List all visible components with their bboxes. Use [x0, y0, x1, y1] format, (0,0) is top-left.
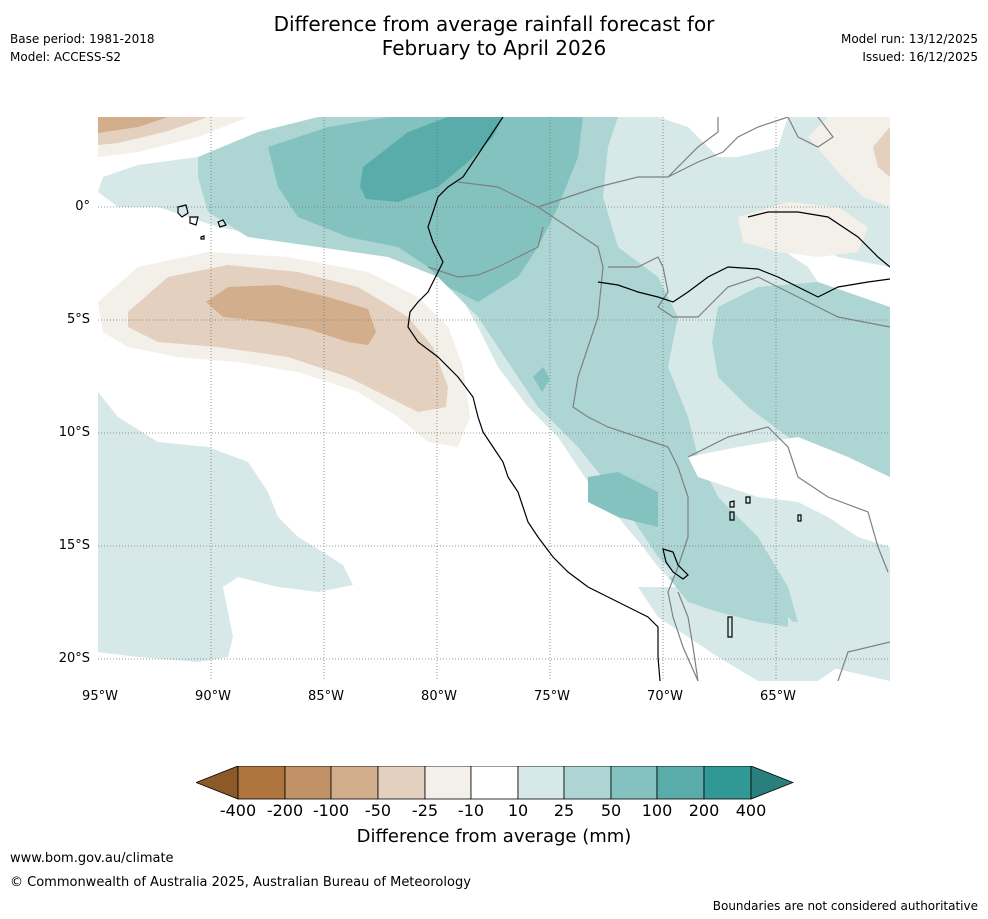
wet-zone-patch-50: [533, 367, 550, 392]
border-paraguay: [837, 641, 890, 681]
title-line-2: February to April 2026: [381, 36, 607, 60]
colorbar-label-100: 100: [641, 801, 673, 820]
colorbar-label-minus50: -50: [364, 801, 392, 820]
border-colombia-peru: [457, 181, 669, 448]
wet-zone-southwest-10: [98, 392, 353, 662]
small-lake-2: [729, 511, 802, 522]
colorbar-bin-minus400: [237, 766, 286, 800]
colorbar-label-minus25: -25: [411, 801, 439, 820]
colorbar-label-minus400: -400: [219, 801, 257, 820]
border-venezuela: [667, 117, 789, 178]
lat-label-10s: 10°S: [58, 425, 90, 440]
lon-label-70w: 70°W: [647, 689, 683, 704]
colorbar-label-50: 50: [600, 801, 622, 820]
footer-copyright: © Commonwealth of Australia 2025, Austra…: [10, 875, 471, 890]
coastlines: [177, 117, 890, 681]
lat-label-15s: 15°S: [58, 538, 90, 553]
small-lake-1: [729, 496, 751, 508]
colorbar-bin-200: [703, 766, 752, 800]
wet-zone-north-100: [360, 117, 503, 202]
lon-label-75w: 75°W: [534, 689, 570, 704]
colorbar-label-25: 25: [553, 801, 575, 820]
lake-titicaca: [662, 548, 689, 580]
graticule: [98, 117, 890, 681]
border-colombia-venezuela: [537, 117, 719, 208]
lon-label-80w: 80°W: [421, 689, 457, 704]
colorbar-bin-minus25: [424, 766, 472, 800]
dry-zone-amazon: [738, 202, 868, 257]
coastline-amazon-river: [597, 266, 890, 303]
wet-zone-south-50: [588, 472, 658, 527]
lon-label-90w: 90°W: [195, 689, 231, 704]
border-bolivia: [667, 446, 699, 681]
colorbar-label-minus10: -10: [457, 801, 485, 820]
lon-label-95w: 95°W: [82, 689, 118, 704]
lon-label-65w: 65°W: [760, 689, 796, 704]
model-name: Model: ACCESS-S2: [10, 50, 122, 64]
border-chile-argentina: [677, 591, 699, 681]
colorbar-bin-minus200: [284, 766, 332, 800]
colorbar-label-minus100: -100: [312, 801, 350, 820]
wet-zone-south-25: [668, 572, 788, 627]
lat-label-20s: 20°S: [58, 651, 90, 666]
colorbar-title: Difference from average (mm): [356, 826, 632, 847]
lat-label-5s: 5°S: [66, 312, 90, 327]
border-ecuador-peru: [427, 226, 544, 278]
colorbar-bin-minus50: [377, 766, 426, 800]
footer-disclaimer: Boundaries are not considered authoritat…: [712, 899, 978, 913]
colorbar-bin-minus100: [330, 766, 379, 800]
dry-zone-west-50: [206, 285, 376, 345]
colorbar-bin-neutral: [470, 766, 519, 800]
border-brazil: [608, 256, 890, 328]
lat-label-0: 0°: [75, 199, 90, 214]
coastline-pacific: [407, 117, 661, 681]
dry-zone-northeast-25: [873, 127, 890, 177]
issued-date: Issued: 16/12/2025: [862, 50, 978, 64]
colorbar-label-minus200: -200: [266, 801, 304, 820]
border-guyana: [787, 117, 834, 148]
colorbar-arrow-right: [750, 766, 794, 800]
colorbar-bin-25: [563, 766, 612, 800]
colorbar-bin-50: [610, 766, 658, 800]
wet-zone-south-10: [638, 587, 838, 681]
colorbar-arrow-left: [196, 766, 239, 800]
rainfall-map: [98, 117, 890, 681]
colorbar-bin-10: [517, 766, 565, 800]
galapagos-islands: [177, 204, 227, 240]
colorbar: [196, 766, 794, 800]
lon-label-85w: 85°W: [308, 689, 344, 704]
colorbar-label-10: 10: [507, 801, 529, 820]
country-borders: [427, 117, 890, 681]
small-lake-3: [727, 616, 733, 638]
dry-zone-northwest-50: [98, 117, 168, 133]
colorbar-bin-100: [656, 766, 705, 800]
title-line-1: Difference from average rainfall forecas…: [273, 12, 715, 36]
wet-zone-north-50: [268, 117, 583, 302]
colorbar-label-200: 200: [688, 801, 720, 820]
model-run: Model run: 13/12/2025: [840, 32, 978, 46]
map-title: Difference from average rainfall forecas…: [0, 12, 988, 60]
colorbar-label-400: 400: [735, 801, 767, 820]
footer-url[interactable]: www.bom.gov.au/climate: [10, 851, 174, 866]
base-period: Base period: 1981-2018: [10, 32, 155, 46]
wet-zone-bolivia-white: [688, 437, 890, 547]
border-bolivia-east: [687, 426, 889, 573]
coastline-amazon-north: [747, 211, 890, 268]
